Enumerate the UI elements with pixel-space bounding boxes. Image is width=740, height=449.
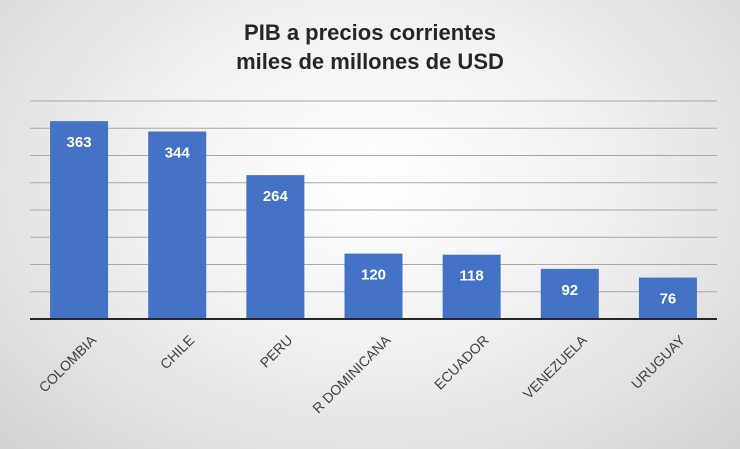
- bar-uruguay: [638, 277, 697, 319]
- data-label: 264: [263, 188, 289, 205]
- category-label: PERU: [257, 332, 296, 371]
- category-label: VENEZUELA: [520, 331, 591, 402]
- bar-colombia: [50, 121, 109, 319]
- category-label: COLOMBIA: [36, 331, 100, 395]
- chart-title-line-1: PIB a precios corrientes: [244, 20, 496, 45]
- data-label: 120: [361, 267, 386, 284]
- category-label: ECUADOR: [431, 332, 492, 393]
- bar-peru: [246, 175, 305, 319]
- data-label: 344: [165, 145, 191, 162]
- data-label: 118: [460, 268, 484, 285]
- data-label: 363: [67, 134, 92, 151]
- category-label: CHILE: [157, 332, 197, 372]
- category-label: R DOMINICANA: [309, 331, 394, 416]
- category-label: URUGUAY: [628, 331, 689, 392]
- data-label: 76: [660, 291, 677, 308]
- chart-title: PIB a precios corrientes miles de millon…: [0, 18, 740, 76]
- chart-title-line-2: miles de millones de USD: [236, 49, 504, 74]
- bar-venezuela: [540, 268, 599, 319]
- bar-ecuador: [442, 254, 501, 319]
- bar-chile: [148, 131, 207, 319]
- data-label: 92: [561, 282, 578, 299]
- bar-r-dominicana: [344, 253, 403, 319]
